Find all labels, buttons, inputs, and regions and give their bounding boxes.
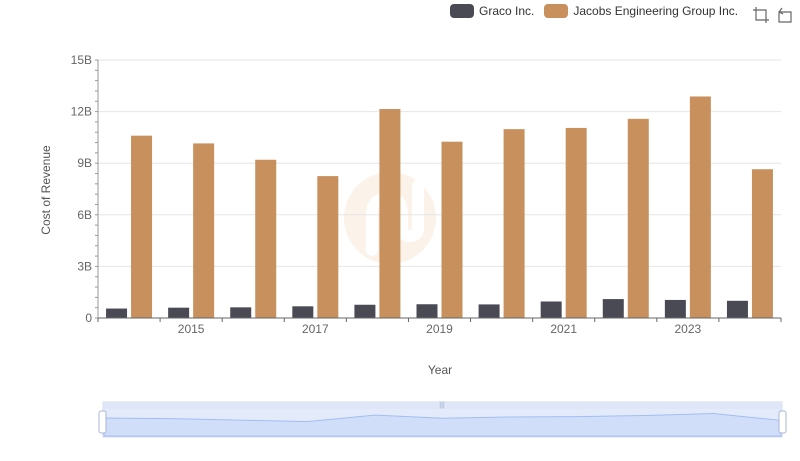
y-tick-label: 15B	[71, 53, 92, 67]
bar-jacobs-engineering-group-inc--2014[interactable]	[131, 135, 153, 318]
legend-swatch-jacobs	[544, 4, 569, 18]
zoom-reset-icon[interactable]	[776, 6, 794, 24]
legend-item-jacobs[interactable]: Jacobs Engineering Group Inc.	[544, 4, 738, 18]
x-tick-label: 2023	[675, 322, 702, 336]
legend-swatch-graco	[450, 4, 474, 18]
slider-preview-area	[103, 412, 782, 437]
bar-graco-inc--2019[interactable]	[416, 304, 438, 318]
legend-item-graco[interactable]: Graco Inc.	[450, 4, 534, 18]
bar-jacobs-engineering-group-inc--2017[interactable]	[317, 176, 339, 318]
y-tick-label: 9B	[77, 156, 92, 170]
bar-jacobs-engineering-group-inc--2015[interactable]	[193, 143, 215, 318]
y-tick-label: 6B	[77, 208, 92, 222]
bars	[106, 96, 773, 319]
y-tick-label: 12B	[71, 105, 92, 119]
bar-jacobs-engineering-group-inc--2023[interactable]	[689, 96, 711, 319]
bar-graco-inc--2014[interactable]	[106, 308, 128, 318]
x-axis: 2015 2017 2019 2021 2023	[97, 317, 782, 336]
legend-label-jacobs: Jacobs Engineering Group Inc.	[573, 4, 739, 18]
x-tick-label: 2015	[178, 322, 205, 336]
y-axis: 0 3B 6B 9B 12B 15B	[71, 53, 99, 325]
slider-selection[interactable]	[103, 409, 782, 437]
bar-jacobs-engineering-group-inc--2016[interactable]	[255, 159, 277, 318]
bar-graco-inc--2018[interactable]	[354, 304, 376, 318]
bar-graco-inc--2021[interactable]	[540, 301, 562, 318]
x-tick-label: 2019	[426, 322, 453, 336]
bar-graco-inc--2022[interactable]	[602, 299, 624, 318]
bar-jacobs-engineering-group-inc--2022[interactable]	[627, 118, 649, 318]
slider-grip-icon[interactable]: |||	[439, 402, 445, 409]
bar-jacobs-engineering-group-inc--2019[interactable]	[441, 141, 463, 318]
bar-graco-inc--2024[interactable]	[726, 300, 748, 318]
legend: Graco Inc. Jacobs Engineering Group Inc.	[450, 4, 748, 18]
y-tick-label: 0	[85, 311, 92, 325]
x-tick-label: 2017	[302, 322, 329, 336]
bar-jacobs-engineering-group-inc--2024[interactable]	[751, 169, 773, 318]
bar-graco-inc--2023[interactable]	[664, 299, 686, 318]
bar-jacobs-engineering-group-inc--2020[interactable]	[503, 129, 525, 318]
x-tick-label: 2021	[550, 322, 577, 336]
legend-label-graco: Graco Inc.	[479, 4, 535, 18]
zoom-select-icon[interactable]	[752, 6, 770, 24]
y-axis-title: Cost of Revenue	[39, 145, 53, 235]
bar-graco-inc--2015[interactable]	[168, 307, 190, 318]
bar-jacobs-engineering-group-inc--2018[interactable]	[379, 109, 401, 319]
toolbox	[746, 6, 794, 24]
slider-right-handle[interactable]	[778, 410, 787, 434]
slider-left-handle[interactable]	[98, 410, 107, 434]
data-zoom-slider[interactable]: |||	[98, 401, 787, 438]
slider-track[interactable]	[103, 402, 782, 409]
bar-graco-inc--2017[interactable]	[292, 306, 314, 318]
bar-graco-inc--2016[interactable]	[230, 307, 252, 318]
bar-jacobs-engineering-group-inc--2021[interactable]	[565, 127, 587, 318]
x-axis-title: Year	[428, 363, 452, 377]
y-tick-label: 3B	[77, 259, 92, 273]
bar-graco-inc--2020[interactable]	[478, 304, 500, 318]
